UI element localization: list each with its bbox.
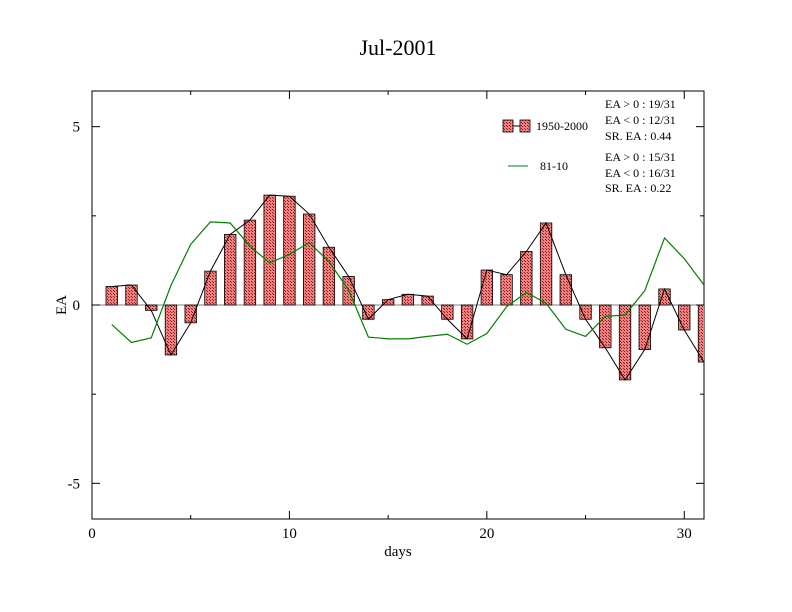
legend-swatch-bars-2: [519, 119, 531, 133]
bar: [539, 222, 553, 306]
bar: [184, 304, 197, 324]
y-tick-label: 0: [73, 298, 81, 314]
legend-stat: EA < 0 : 16/31: [605, 166, 676, 180]
bar: [263, 194, 276, 306]
bar: [125, 284, 138, 306]
x-axis-label: days: [384, 544, 412, 560]
chart-title: Jul-2001: [360, 35, 437, 60]
legend-swatch-bars-1: [502, 119, 514, 133]
series-line-81-10: [111, 221, 704, 345]
bar: [303, 213, 316, 306]
series-line-1950-2000: [111, 194, 704, 381]
legend-entry-line: 81-10: [508, 159, 568, 173]
legend-label-line: 81-10: [540, 159, 568, 173]
bar: [105, 286, 118, 306]
y-tick-label: -5: [68, 476, 81, 492]
bar: [243, 219, 257, 306]
bar: [579, 304, 592, 320]
bar: [441, 304, 454, 320]
bar: [697, 304, 704, 363]
legend-stat: EA > 0 : 19/31: [605, 97, 676, 111]
bar: [322, 246, 336, 306]
legend-stat: EA > 0 : 15/31: [605, 150, 676, 164]
bar: [362, 304, 375, 320]
lines-layer: [111, 194, 704, 381]
ticks-layer: 0 10 20 30 -5 0 5: [68, 91, 704, 542]
legend-stat: SR. EA : 0.22: [605, 181, 671, 195]
bar: [204, 270, 217, 306]
legend-label-bars: 1950-2000: [536, 119, 588, 133]
bar: [618, 304, 632, 381]
x-tick-label: 20: [479, 526, 494, 542]
y-axis-label: EA: [54, 295, 70, 315]
x-tick-label: 10: [282, 526, 297, 542]
bar: [500, 274, 513, 306]
x-tick-label: 0: [88, 526, 96, 542]
bar: [678, 304, 691, 331]
bar: [520, 251, 533, 306]
legend-stat: EA < 0 : 12/31: [605, 113, 676, 127]
bar: [460, 304, 474, 340]
legend-stat: SR. EA : 0.44: [605, 129, 671, 143]
legend-entry-bars: 1950-2000: [502, 119, 588, 133]
y-tick-label: 5: [73, 120, 81, 136]
bar: [480, 269, 493, 306]
bars-layer: [92, 194, 704, 381]
legend: 1950-2000 EA > 0 : 19/31 EA < 0 : 12/31 …: [502, 97, 676, 195]
bar: [638, 304, 651, 350]
bar: [224, 233, 237, 306]
x-tick-label: 30: [677, 526, 692, 542]
bar: [559, 274, 572, 306]
bar: [283, 195, 296, 306]
